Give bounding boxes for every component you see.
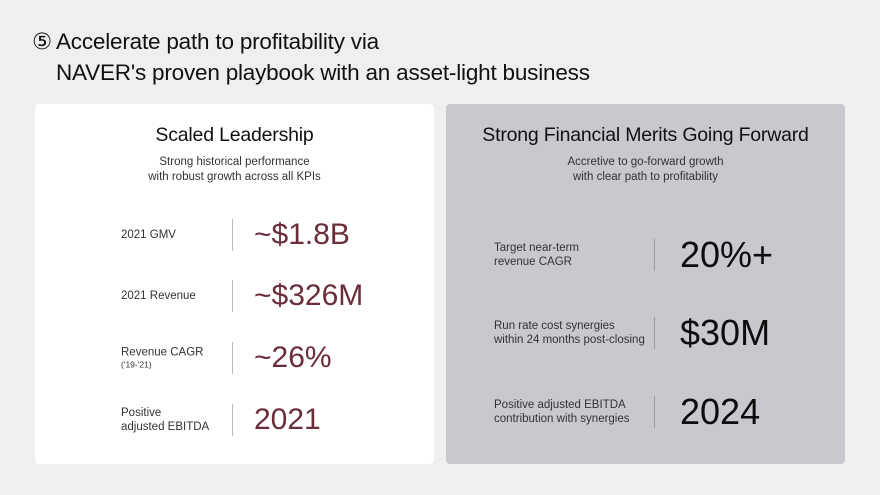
metric-value: 2021 xyxy=(254,403,321,436)
metric-label-line: within 24 months post-closing xyxy=(494,334,645,346)
divider xyxy=(232,280,233,312)
step-number-badge: ⑤ xyxy=(32,29,52,54)
metric-row-target-cagr: Target near-term revenue CAGR 20%+ xyxy=(446,234,845,275)
metric-value: ~$1.8B xyxy=(254,218,350,251)
metric-label-line: adjusted EBITDA xyxy=(121,421,210,433)
title-line-2: NAVER's proven playbook with an asset-li… xyxy=(56,60,590,85)
metric-label-line: Revenue CAGR xyxy=(121,346,204,359)
metric-label: Positive adjusted EBITDA xyxy=(121,406,209,434)
panel-header: Strong Financial Merits Going Forward Ac… xyxy=(446,124,845,185)
metric-row-ebitda-contribution: Positive adjusted EBITDA contribution wi… xyxy=(446,391,845,432)
panel-title: Strong Financial Merits Going Forward xyxy=(482,124,809,146)
metric-row-revenue-cagr: Revenue CAGR ('19-'21) ~26% xyxy=(35,338,434,378)
panel-title: Scaled Leadership xyxy=(155,124,314,146)
metric-value: ~$326M xyxy=(254,279,364,312)
metric-label-line: Positive xyxy=(121,407,162,419)
metric-value: 20%+ xyxy=(680,234,774,275)
divider xyxy=(654,317,655,349)
metric-label: Target near-term revenue CAGR xyxy=(494,241,579,269)
panel-header: Scaled Leadership Strong historical perf… xyxy=(35,124,434,185)
panel-subtitle: Accretive to go-forward growth with clea… xyxy=(446,155,845,185)
divider xyxy=(232,219,233,251)
subtitle-line: Accretive to go-forward growth xyxy=(567,156,724,168)
panel-subtitle: Strong historical performance with robus… xyxy=(35,155,434,185)
metric-row-cost-synergies: Run rate cost synergies within 24 months… xyxy=(446,312,845,353)
metric-row-gmv: 2021 GMV ~$1.8B xyxy=(35,215,434,255)
metric-label: Revenue CAGR ('19-'21) xyxy=(121,346,203,371)
metric-label-line: Target near-term xyxy=(494,242,580,254)
metric-label: 2021 GMV xyxy=(121,228,176,242)
financial-merits-panel: Strong Financial Merits Going Forward Ac… xyxy=(446,104,845,464)
metric-value: 2024 xyxy=(680,391,761,432)
metric-label-line: Run rate cost synergies xyxy=(494,320,615,332)
divider xyxy=(654,396,655,428)
metric-row-revenue: 2021 Revenue ~$326M xyxy=(35,276,434,316)
subtitle-line: with clear path to profitability xyxy=(572,171,719,183)
metric-value: $30M xyxy=(680,312,771,353)
scaled-leadership-panel: Scaled Leadership Strong historical perf… xyxy=(35,104,434,464)
metric-label: 2021 Revenue xyxy=(121,289,196,303)
divider xyxy=(232,342,233,374)
metric-label: Run rate cost synergies within 24 months… xyxy=(494,319,645,347)
metric-row-positive-ebitda: Positive adjusted EBITDA 2021 xyxy=(35,400,434,440)
divider xyxy=(654,239,655,271)
metric-label-line: 2021 GMV xyxy=(121,229,176,241)
metric-label-line: Positive adjusted EBITDA xyxy=(494,399,626,411)
metric-label: Positive adjusted EBITDA contribution wi… xyxy=(494,398,630,426)
metric-label-line: 2021 Revenue xyxy=(121,290,196,302)
subtitle-line: Strong historical performance xyxy=(159,156,310,168)
title-line-1: Accelerate path to profitability via xyxy=(56,29,379,54)
metric-label-note: ('19-'21) xyxy=(121,359,152,370)
metric-value: ~26% xyxy=(254,341,332,374)
metric-label-line: contribution with synergies xyxy=(494,413,630,425)
subtitle-line: with robust growth across all KPIs xyxy=(148,171,321,183)
metric-label-line: revenue CAGR xyxy=(494,256,572,268)
page-title: ⑤ Accelerate path to profitability via NA… xyxy=(32,26,590,88)
divider xyxy=(232,404,233,436)
